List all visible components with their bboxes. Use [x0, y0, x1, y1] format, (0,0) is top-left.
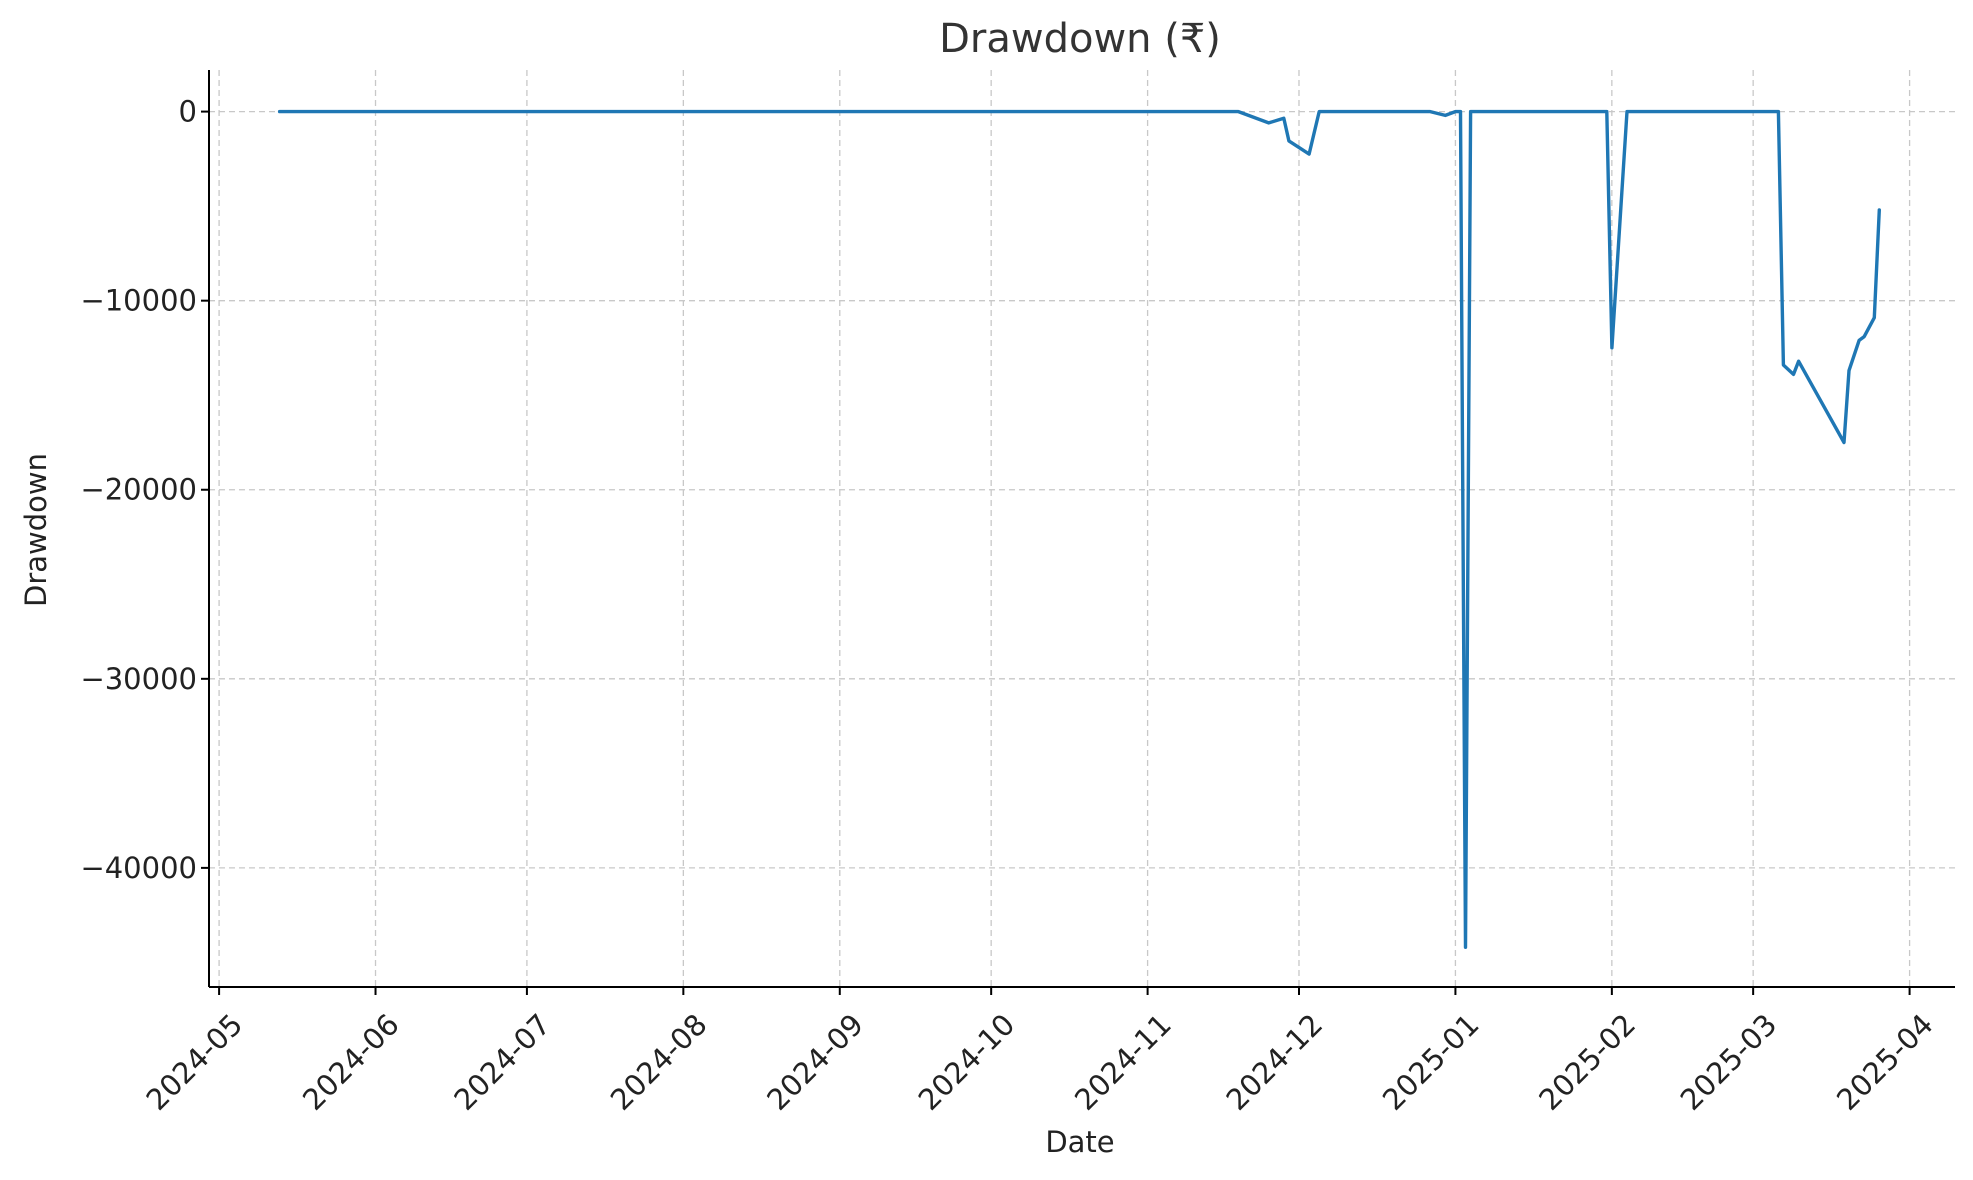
ticks-layer: 2024-05 2024-06 2024-07 2024-08 2024-09 2024-… [80, 95, 1939, 1117]
y-tick-label: −30000 [80, 662, 197, 696]
x-tick-label: 2024-09 [760, 1007, 870, 1117]
series-layer [277, 109, 1882, 949]
grid-layer [209, 70, 1955, 987]
x-tick-label: 2024-07 [447, 1007, 557, 1117]
x-tick-label: 2025-03 [1674, 1007, 1784, 1117]
y-tick-label: −20000 [80, 473, 197, 507]
y-tick-label: −10000 [80, 284, 197, 318]
x-tick-label: 2024-11 [1068, 1007, 1178, 1117]
x-tick-label: 2024-05 [140, 1007, 250, 1117]
x-tick-label: 2024-10 [912, 1007, 1022, 1117]
chart-title: Drawdown (₹) [939, 16, 1221, 62]
x-tick-label: 2024-12 [1219, 1007, 1329, 1117]
x-axis-label: Date [1045, 1125, 1114, 1159]
x-tick-label: 2025-04 [1830, 1007, 1940, 1117]
y-tick-label: 0 [179, 95, 197, 129]
x-tick-label: 2024-06 [296, 1007, 406, 1117]
drawdown-series-line [277, 109, 1882, 949]
x-tick-label: 2025-01 [1376, 1007, 1486, 1117]
axes-layer [208, 70, 1955, 988]
y-axis-label: Drawdown [19, 453, 53, 607]
x-tick-label: 2024-08 [604, 1007, 714, 1117]
x-tick-label: 2025-02 [1532, 1007, 1642, 1117]
y-tick-label: −40000 [80, 851, 197, 885]
